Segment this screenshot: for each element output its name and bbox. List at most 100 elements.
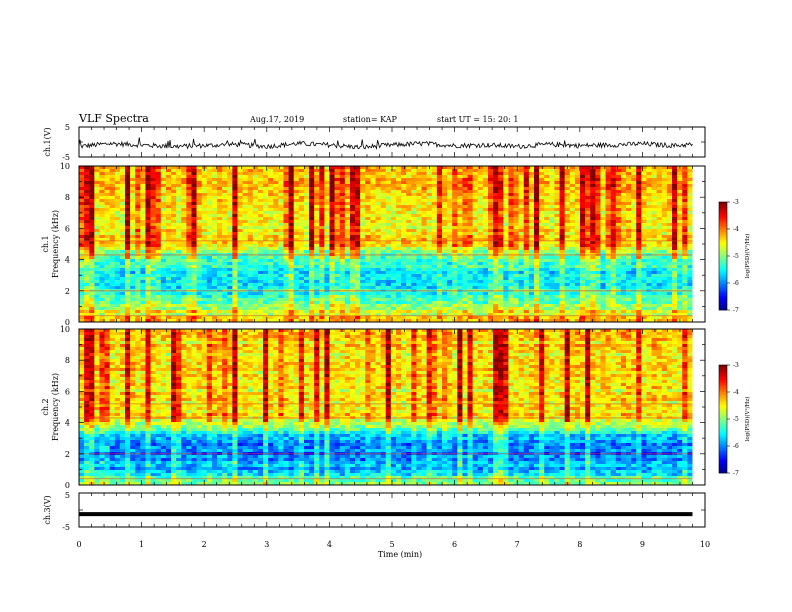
spectrogram-cell [416, 244, 422, 248]
spectrogram-cell [385, 190, 392, 194]
spectrogram-cell [160, 199, 167, 203]
spectrogram-cell [390, 265, 397, 269]
spectrogram-cell [416, 232, 422, 236]
spectrogram-cell [513, 211, 519, 215]
spectrogram-cell [196, 310, 202, 314]
spectrogram-cell [155, 214, 162, 218]
spectrogram-cell [539, 187, 545, 191]
spectrogram-cell [513, 250, 519, 254]
spectrogram-cell [309, 310, 315, 314]
spectrogram-cell [365, 313, 371, 317]
spectrogram-cell [539, 268, 545, 272]
spectrogram-cell [457, 196, 463, 200]
spectrogram-cell [503, 178, 509, 182]
spectrogram-cell [165, 307, 172, 311]
spectrogram-cell [114, 196, 121, 200]
spectrogram-cell [242, 298, 248, 302]
spectrogram-cell [217, 298, 223, 302]
spectrogram-cell [227, 316, 233, 320]
spectrogram-cell [513, 259, 519, 263]
spectrogram-cell [119, 205, 126, 209]
spectrogram-cell [411, 229, 417, 233]
spectrogram-cell [257, 199, 264, 203]
spectrogram-cell [503, 169, 509, 173]
spectrogram-cell [288, 265, 295, 269]
spectrogram-cell [329, 232, 335, 236]
spectrogram-cell [140, 241, 146, 245]
spectrogram-cell [493, 205, 499, 209]
spectrogram-cell [319, 310, 325, 314]
spectrogram-cell [201, 193, 208, 197]
spectrogram-cell [196, 229, 202, 233]
spectrogram-cell [472, 178, 479, 182]
spectrogram-cell [487, 175, 494, 179]
spectrogram-cell [395, 166, 402, 170]
spectrogram-cell [360, 172, 366, 176]
spectrogram-cell [344, 274, 351, 278]
spectrogram-cell [89, 190, 95, 194]
spectrogram-cell [268, 238, 274, 242]
spectrogram-cell [94, 229, 100, 233]
spectrogram-cell [89, 244, 95, 248]
spectrogram-cell [406, 310, 412, 314]
spectrogram-cell [441, 268, 448, 272]
spectrogram-cell [385, 169, 392, 173]
spectrogram-cell [242, 235, 248, 239]
spectrogram-cell [211, 301, 218, 305]
spectrogram-cell [84, 196, 90, 200]
spectrogram-cell [513, 187, 519, 191]
spectrogram-cell [298, 307, 305, 311]
spectrogram-cell [232, 211, 238, 215]
spectrogram-cell [401, 199, 407, 203]
spectrogram-cell [217, 301, 223, 305]
spectrogram-cell [482, 196, 489, 200]
spectrogram-cell [395, 232, 402, 236]
spectrogram-cell [130, 268, 136, 272]
spectrogram-cell [523, 283, 530, 287]
spectrogram-cell [431, 250, 438, 254]
spectrogram-cell [385, 196, 392, 200]
spectrogram-cell [416, 169, 422, 173]
spectrogram-cell [99, 307, 105, 311]
spectrogram-cell [390, 190, 397, 194]
spectrogram-cell [222, 268, 228, 272]
spectrogram-cell [334, 175, 341, 179]
spectrogram-cell [523, 235, 530, 239]
spectrogram-cell [165, 277, 172, 281]
spectrogram-cell [201, 181, 208, 185]
spectrogram-cell [493, 247, 499, 251]
spectrogram-cell [273, 211, 279, 215]
spectrogram-cell [380, 280, 387, 284]
spectrogram-cell [472, 265, 479, 269]
spectrogram-cell [314, 220, 320, 224]
spectrogram-cell [176, 178, 182, 182]
spectrogram-cell [247, 178, 254, 182]
spectrogram-cell [503, 190, 509, 194]
spectrogram-cell [528, 211, 535, 215]
spectrogram-cell [114, 202, 121, 206]
spectrogram-cell [339, 250, 346, 254]
spectrogram-cell [247, 268, 254, 272]
spectrogram-cell [99, 181, 105, 185]
spectrogram-cell [508, 259, 514, 263]
spectrogram-cell [160, 277, 167, 281]
spectrogram-cell [247, 193, 254, 197]
spectrogram-cell [150, 175, 156, 179]
spectrogram-cell [406, 298, 412, 302]
ch1-spectrogram-image [79, 166, 705, 323]
spectrogram-cell [109, 319, 116, 323]
spectrogram-cell [544, 286, 550, 290]
spectrogram-cell [125, 277, 131, 281]
spectrogram-cell [186, 193, 192, 197]
spectrogram-cell [528, 187, 535, 191]
spectrogram-cell [171, 178, 177, 182]
spectrogram-cell [206, 241, 213, 245]
spectrogram-cell [482, 286, 489, 290]
spectrogram-cell [477, 196, 484, 200]
spectrogram-cell [534, 220, 540, 224]
spectrogram-cell [293, 178, 300, 182]
spectrogram-cell [314, 313, 320, 317]
spectrogram-cell [539, 220, 545, 224]
spectrogram-cell [84, 214, 90, 218]
spectrogram-cell [257, 217, 264, 221]
